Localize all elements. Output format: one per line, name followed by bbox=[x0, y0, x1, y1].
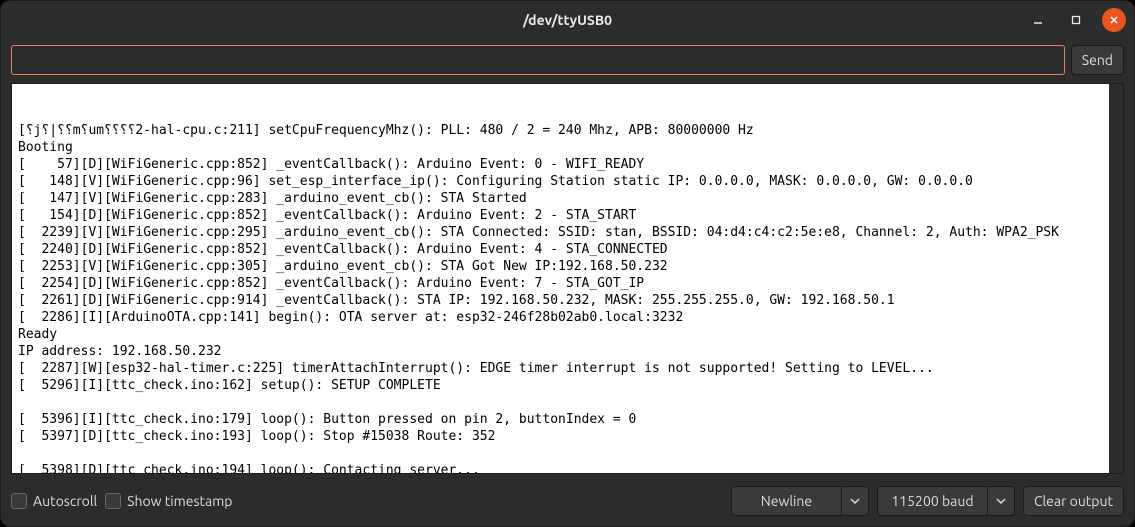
window-controls bbox=[1026, 1, 1126, 39]
checkbox-box-icon bbox=[105, 493, 121, 509]
footer-bar: Autoscroll Show timestamp Newline 115200… bbox=[1, 480, 1134, 526]
chevron-down-icon bbox=[842, 487, 868, 515]
maximize-icon bbox=[1070, 14, 1082, 26]
send-label: Send bbox=[1082, 52, 1113, 68]
baud-rate-value: 115200 baud bbox=[891, 493, 973, 509]
window-title: /dev/ttyUSB0 bbox=[523, 12, 612, 28]
console-text: [⸮j⸮|⸮⸮m⸮um⸮⸮⸮⸮2-hal-cpu.c:211] setCpuFr… bbox=[18, 122, 1117, 474]
serial-monitor-window: /dev/ttyUSB0 Send [⸮j⸮|⸮⸮m⸮um⸮⸮⸮⸮2-hal-c… bbox=[0, 0, 1135, 527]
autoscroll-label: Autoscroll bbox=[33, 493, 97, 509]
line-ending-value: Newline bbox=[761, 493, 812, 509]
serial-input[interactable] bbox=[11, 45, 1065, 75]
minimize-icon bbox=[1032, 14, 1044, 26]
clear-label: Clear output bbox=[1034, 493, 1113, 509]
autoscroll-checkbox[interactable]: Autoscroll bbox=[11, 493, 97, 509]
scrollbar[interactable] bbox=[1109, 84, 1123, 473]
input-row: Send bbox=[1, 39, 1134, 83]
send-button[interactable]: Send bbox=[1071, 45, 1124, 75]
chevron-down-icon bbox=[988, 487, 1014, 515]
checkbox-box-icon bbox=[11, 493, 27, 509]
close-icon bbox=[1108, 14, 1120, 26]
line-ending-select[interactable]: Newline bbox=[731, 486, 869, 516]
console-output[interactable]: [⸮j⸮|⸮⸮m⸮um⸮⸮⸮⸮2-hal-cpu.c:211] setCpuFr… bbox=[11, 83, 1124, 474]
close-button[interactable] bbox=[1102, 8, 1126, 32]
timestamp-checkbox[interactable]: Show timestamp bbox=[105, 493, 232, 509]
maximize-button[interactable] bbox=[1064, 8, 1088, 32]
clear-output-button[interactable]: Clear output bbox=[1023, 486, 1124, 516]
timestamp-label: Show timestamp bbox=[127, 493, 232, 509]
title-bar[interactable]: /dev/ttyUSB0 bbox=[1, 1, 1134, 39]
baud-rate-select[interactable]: 115200 baud bbox=[877, 486, 1015, 516]
minimize-button[interactable] bbox=[1026, 8, 1050, 32]
